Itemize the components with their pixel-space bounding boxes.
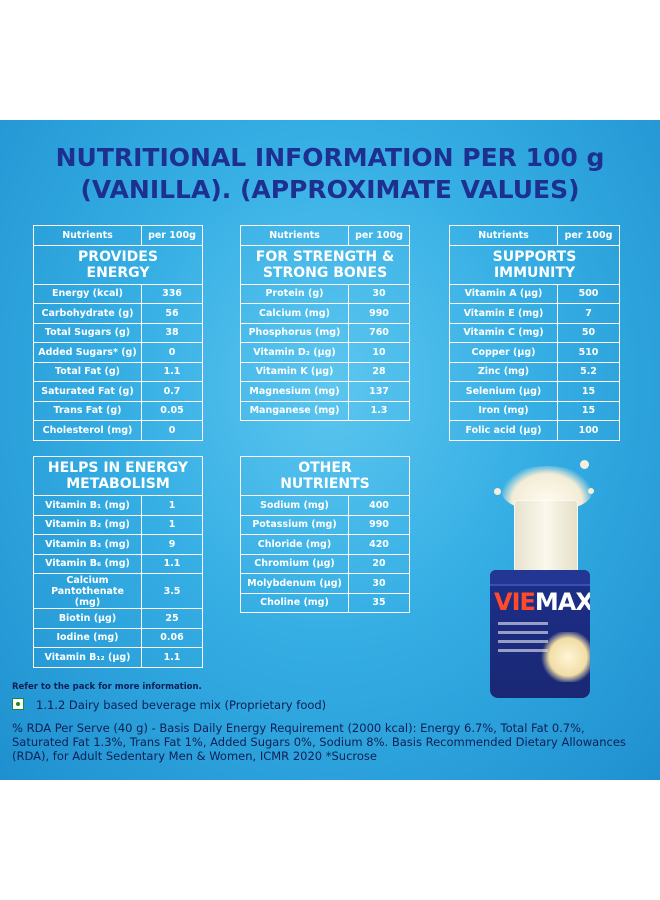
brand-logo: VIEMAX [494,588,590,616]
table-row: Calcium Pantothenate (mg) 3.5 [33,573,203,609]
table-row: Sodium (mg) 400 [240,495,410,516]
table-row: Vitamin D₂ (µg) 10 [240,342,410,363]
table-row: Cholesterol (mg) 0 [33,420,203,441]
table-row: Folic acid (µg) 100 [449,420,620,441]
table-row: Vitamin E (mg) 7 [449,303,620,324]
table-row: Total Fat (g) 1.1 [33,361,203,382]
table-row: Vitamin B₁ (mg) 1 [33,495,203,516]
section-title: PROVIDES ENERGY [33,244,203,285]
table-row: Saturated Fat (g) 0.7 [33,381,203,402]
nutrition-panel: NUTRITIONAL INFORMATION PER 100 g (VANIL… [0,120,660,780]
title-line-2: (VANILLA). (APPROXIMATE VALUES) [80,175,580,204]
table-row: Phosphorus (mg) 760 [240,322,410,343]
immunity-table: Nutrients per 100g SUPPORTS IMMUNITY Vita… [449,225,620,441]
table-row: Vitamin B₃ (mg) 9 [33,534,203,555]
table-row: Iodine (mg) 0.06 [33,627,203,648]
table-row: Vitamin B₂ (mg) 1 [33,514,203,535]
pack-note: Refer to the pack for more information. [12,682,202,692]
table-row: Energy (kcal) 336 [33,283,203,304]
table-row: Biotin (µg) 25 [33,608,203,629]
table-row: Trans Fat (g) 0.05 [33,400,203,421]
table-row: Chloride (mg) 420 [240,534,410,555]
table-row: Vitamin B₁₂ (µg) 1.1 [33,647,203,668]
header-per-100g: per 100g [557,225,620,246]
product-image: VIEMAX [484,458,644,698]
table-row: Potassium (mg) 990 [240,514,410,535]
table-row: Molybdenum (µg) 30 [240,573,410,594]
table-row: Copper (µg) 510 [449,342,620,363]
section-title: HELPS IN ENERGY METABOLISM [33,456,203,496]
table-row: Calcium (mg) 990 [240,303,410,324]
header-nutrients: Nutrients [240,225,349,246]
energy-table: Nutrients per 100g PROVIDES ENERGY Energy… [33,225,203,441]
table-row: Vitamin B₆ (mg) 1.1 [33,553,203,574]
section-title: OTHER NUTRIENTS [240,456,410,496]
table-row: Chromium (µg) 20 [240,553,410,574]
table-row: Magnesium (mg) 137 [240,381,410,402]
veg-mark-icon [12,698,24,710]
jar-label-lines [498,622,548,658]
table-row: Vitamin K (µg) 28 [240,361,410,382]
table-row: Choline (mg) 35 [240,592,410,613]
title-line-1: NUTRITIONAL INFORMATION PER 100 g [55,143,605,172]
jar-lid [490,570,590,586]
table-row: Selenium (µg) 15 [449,381,620,402]
metabolism-table: HELPS IN ENERGY METABOLISM Vitamin B₁ (mg… [33,456,203,668]
table-row: Protein (g) 30 [240,283,410,304]
table-row: Carbohydrate (g) 56 [33,303,203,324]
table-row: Vitamin C (mg) 50 [449,322,620,343]
header-nutrients: Nutrients [33,225,142,246]
strength-table: Nutrients per 100g FOR STRENGTH & STRONG … [240,225,410,421]
vanilla-flower [540,632,590,682]
milk-drop [494,488,501,495]
header-per-100g: per 100g [348,225,410,246]
table-row: Iron (mg) 15 [449,400,620,421]
milk-drop [588,488,594,494]
milk-drop [580,460,589,469]
header-nutrients: Nutrients [449,225,558,246]
section-title: SUPPORTS IMMUNITY [449,244,620,285]
table-row: Manganese (mg) 1.3 [240,400,410,421]
table-row: Added Sugars* (g) 0 [33,342,203,363]
food-category: 1.1.2 Dairy based beverage mix (Propriet… [36,698,327,712]
table-row: Vitamin A (µg) 500 [449,283,620,304]
product-jar: VIEMAX [490,570,590,698]
section-title: FOR STRENGTH & STRONG BONES [240,244,410,285]
header-per-100g: per 100g [141,225,203,246]
other-nutrients-table: OTHER NUTRIENTS Sodium (mg) 400 Potassium … [240,456,410,613]
rda-note: % RDA Per Serve (40 g) - Basis Daily Ene… [12,721,626,763]
table-row: Zinc (mg) 5.2 [449,361,620,382]
table-row: Total Sugars (g) 38 [33,322,203,343]
